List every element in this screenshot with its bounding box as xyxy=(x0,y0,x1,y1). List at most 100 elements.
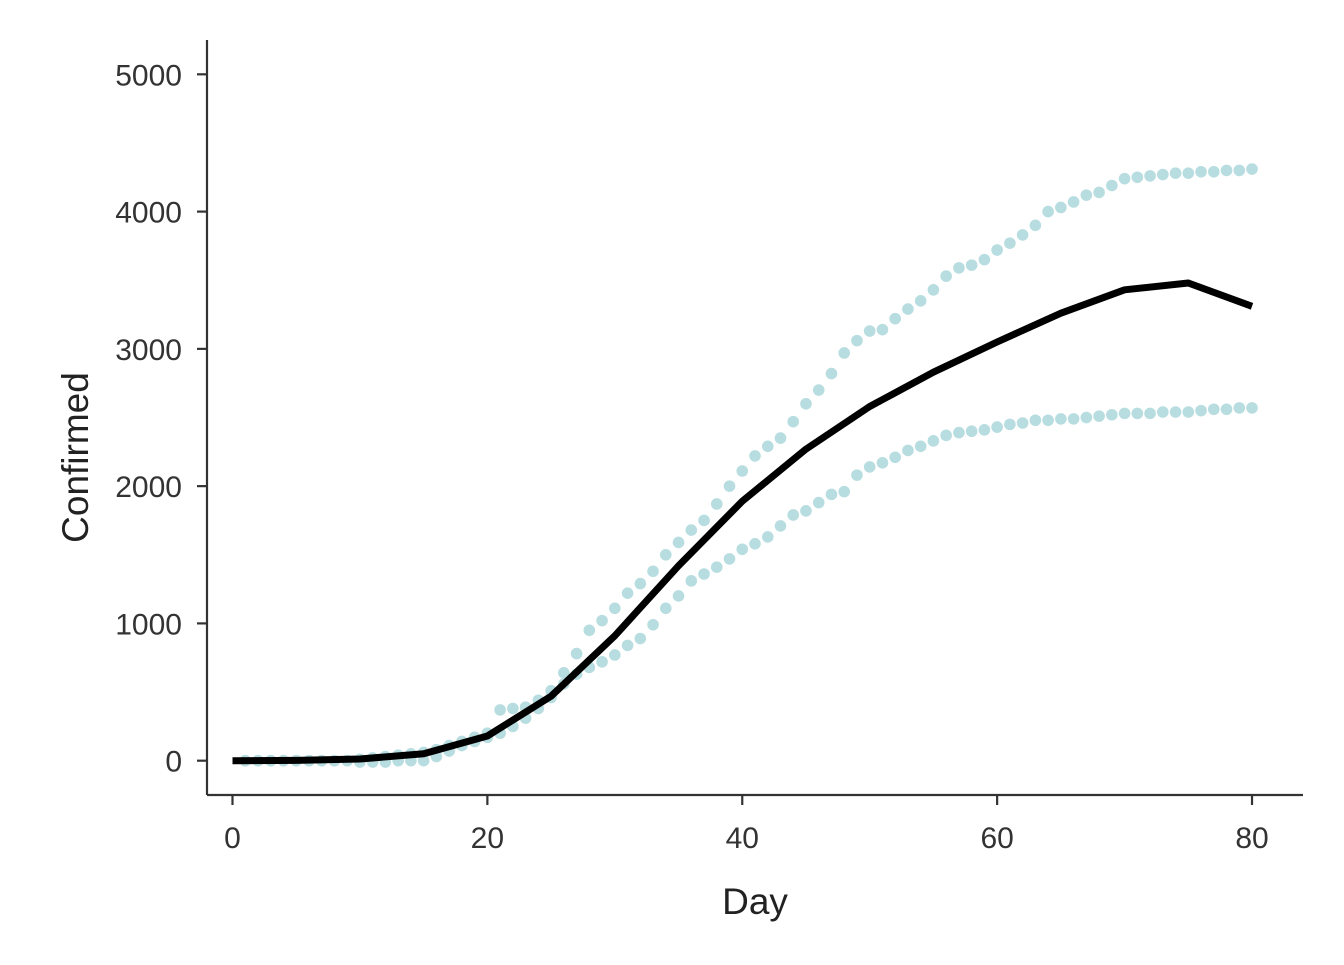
lower-band-point xyxy=(787,509,800,521)
lower-band-point xyxy=(876,457,889,469)
lower-band-point xyxy=(1157,406,1169,418)
lower-band-point xyxy=(1246,402,1258,414)
upper-band-point xyxy=(609,602,621,615)
lower-band-point xyxy=(672,590,685,602)
upper-band-point xyxy=(570,647,583,660)
upper-band-point xyxy=(723,480,736,492)
lower-band-point xyxy=(991,421,1003,433)
lower-band-point xyxy=(1067,413,1080,425)
lower-band-point xyxy=(1131,407,1144,420)
confidence-band-layer xyxy=(239,163,1258,768)
upper-band-point xyxy=(494,704,506,716)
upper-band-point xyxy=(621,587,634,600)
lower-band-point xyxy=(1169,406,1182,418)
lower-band-point xyxy=(1055,413,1067,425)
lower-band-point xyxy=(1118,407,1131,420)
upper-band-point xyxy=(863,325,876,337)
upper-band-point xyxy=(838,347,851,359)
upper-band-point xyxy=(927,284,940,296)
lower-band-point xyxy=(621,639,634,652)
lower-band-point xyxy=(1106,408,1118,421)
y-tick-label: 0 xyxy=(165,746,182,779)
y-tick-label: 3000 xyxy=(115,334,182,367)
lower-band-point xyxy=(736,543,749,556)
upper-band-point xyxy=(953,262,965,274)
upper-band-point xyxy=(991,244,1003,256)
lower-band-point xyxy=(1042,414,1054,427)
x-tick-label: 0 xyxy=(224,822,241,855)
upper-band-point xyxy=(596,614,608,627)
lower-band-point xyxy=(761,531,774,543)
lower-band-point xyxy=(1207,403,1220,416)
lower-band-point xyxy=(1093,410,1105,422)
y-tick-label: 2000 xyxy=(115,471,182,504)
lower-band-point xyxy=(647,618,659,631)
upper-band-point xyxy=(1169,167,1182,179)
upper-band-point xyxy=(659,548,672,561)
upper-band-point xyxy=(787,415,800,428)
x-tick-label: 60 xyxy=(980,822,1013,855)
upper-band-point xyxy=(914,295,927,307)
lower-band-point xyxy=(825,488,838,501)
upper-band-point xyxy=(761,440,774,453)
lower-band-point xyxy=(914,440,927,453)
upper-band-point xyxy=(1067,196,1080,208)
lower-band-point xyxy=(774,520,787,532)
upper-band-point xyxy=(1131,171,1144,184)
y-tick-label: 1000 xyxy=(115,608,182,641)
upper-band-point xyxy=(800,397,812,410)
lower-band-point xyxy=(953,426,965,439)
lower-band-point xyxy=(1233,402,1246,414)
upper-band-point xyxy=(978,253,991,266)
lower-band-point xyxy=(863,461,876,473)
upper-band-point xyxy=(1042,205,1054,218)
lower-band-point xyxy=(710,561,723,573)
lower-band-point xyxy=(851,469,863,481)
lower-band-point xyxy=(1004,418,1016,431)
upper-band-point xyxy=(876,323,889,336)
upper-band-point xyxy=(1016,229,1029,241)
y-axis-title: Confirmed xyxy=(55,372,96,543)
lower-band-point xyxy=(596,656,608,668)
upper-band-point xyxy=(1246,163,1258,175)
upper-band-point xyxy=(558,667,570,679)
x-ticks: 0 20 40 60 80 xyxy=(224,795,1269,855)
upper-band-point xyxy=(965,259,978,271)
upper-band-point xyxy=(1093,186,1105,199)
upper-band-point xyxy=(1157,168,1169,181)
lower-band-point xyxy=(698,568,710,580)
lower-band-point xyxy=(609,649,621,661)
upper-band-point xyxy=(1182,167,1195,179)
y-tick-label: 5000 xyxy=(115,59,182,92)
main-line-layer xyxy=(232,279,1254,765)
lower-band-point xyxy=(1195,404,1207,417)
upper-band-point xyxy=(902,303,914,315)
upper-band-point xyxy=(851,334,863,347)
lower-band-point xyxy=(1016,417,1029,429)
lower-band-point xyxy=(685,575,698,587)
lower-band-point xyxy=(889,451,901,464)
lower-band-point xyxy=(749,537,761,550)
upper-band-point xyxy=(710,498,723,510)
upper-band-point xyxy=(1080,189,1093,201)
upper-band-point xyxy=(1055,201,1067,214)
lower-band-point xyxy=(1029,414,1042,427)
lower-band-point xyxy=(417,754,430,767)
lower-band-point xyxy=(812,496,825,509)
upper-band-point xyxy=(672,536,685,549)
lower-band-point xyxy=(1144,407,1156,420)
upper-band-point xyxy=(749,450,761,462)
upper-band-point xyxy=(812,384,825,396)
upper-band-point xyxy=(1233,164,1246,177)
upper-band-point xyxy=(1118,172,1131,185)
upper-band-point xyxy=(647,565,659,578)
confirmed-line xyxy=(232,279,1254,765)
upper-band-point xyxy=(685,524,698,536)
upper-band-point xyxy=(1220,164,1233,177)
upper-band-point xyxy=(1004,237,1016,249)
upper-band-point xyxy=(889,312,901,325)
lower-band-point xyxy=(965,425,978,438)
upper-band-point xyxy=(1029,219,1042,232)
upper-band-point xyxy=(698,514,710,527)
